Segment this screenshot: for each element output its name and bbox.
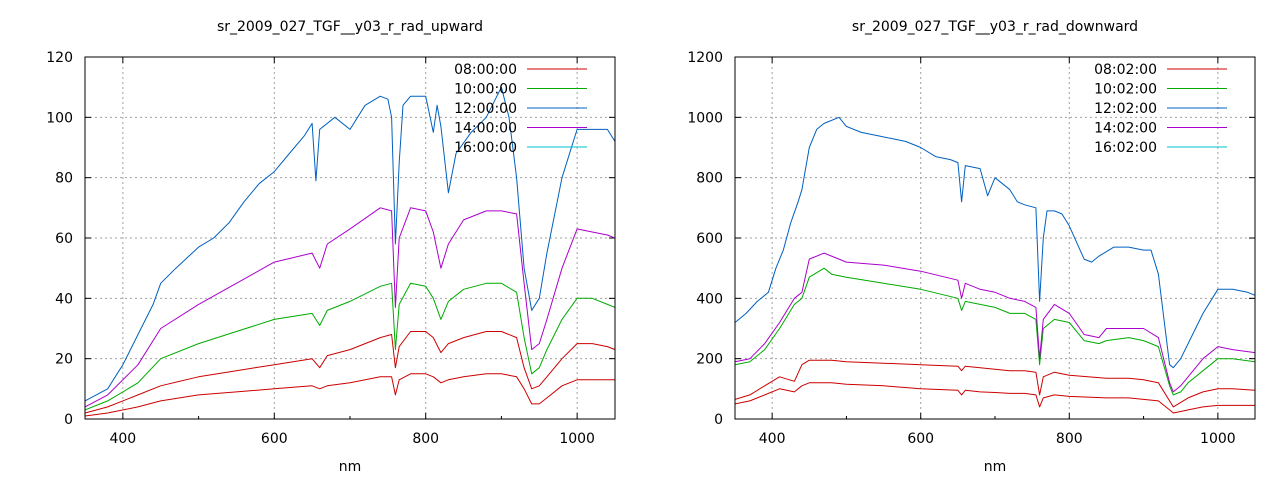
chart-panel-1: sr_2009_027_TGF__y03_r_rad_upward 0 20 40 60… — [46, 19, 616, 475]
chart-1-ytick-label: 0 — [64, 412, 73, 428]
chart-2-xtick-label: 400 — [759, 431, 786, 447]
chart-1-ytick-label: 40 — [55, 291, 73, 307]
chart-2-ytick-label: 400 — [696, 291, 723, 307]
chart-2-plot-frame — [734, 56, 1256, 420]
chart-1-legend-label: 16:00:00 — [454, 140, 517, 156]
chart-2-series-line-3 — [735, 267, 1255, 396]
chart-2-ytick-label: 200 — [696, 352, 723, 368]
chart-2-series-group — [735, 116, 1255, 414]
chart-2-xlabel: nm — [984, 459, 1007, 475]
chart-2-xtick-label: 800 — [1056, 431, 1083, 447]
chart-2-ytick-label: 800 — [696, 171, 723, 187]
chart-1-plot-frame — [84, 56, 616, 420]
chart-1-legend-label: 08:00:00 — [454, 62, 517, 78]
chart-2-legend: 08:02:00 10:02:00 12:02:00 14:02:00 16:02:00 — [1094, 62, 1227, 156]
chart-2-series-line-4 — [735, 252, 1255, 393]
chart-1-legend-label: 10:00:00 — [454, 82, 517, 98]
chart-2-xtick-label: 600 — [907, 431, 934, 447]
chart-2-ytick-label: 1200 — [687, 50, 723, 66]
chart-1-series-line-3 — [85, 282, 615, 411]
chart-1-xtick-label: 600 — [261, 431, 288, 447]
chart-1-legend-label: 12:00:00 — [454, 101, 517, 117]
chart-1-xtick-label: 400 — [109, 431, 136, 447]
chart-1-series-line-2 — [85, 331, 615, 414]
chart-1-legend-label: 14:00:00 — [454, 121, 517, 137]
chart-2-legend-label: 08:02:00 — [1094, 62, 1157, 78]
chart-1-ytick-label: 20 — [55, 352, 73, 368]
chart-2-ytick-label: 1000 — [687, 110, 723, 126]
chart-2-title: sr_2009_027_TGF__y03_r_rad_downward — [852, 19, 1138, 35]
chart-2-series-line-5 — [735, 116, 1255, 369]
chart-1-title: sr_2009_027_TGF__y03_r_rad_upward — [217, 19, 483, 35]
chart-2-legend-label: 10:02:00 — [1094, 82, 1157, 98]
chart-1-ytick-label: 120 — [46, 50, 73, 66]
chart-1-legend: 08:00:00 10:00:00 12:00:00 14:00:00 16:00:00 — [454, 62, 587, 156]
chart-1-xtick-label: 1000 — [559, 431, 595, 447]
chart-panel-2: sr_2009_027_TGF__y03_r_rad_downward 0 200 4… — [687, 19, 1256, 475]
chart-2-legend-label: 14:02:00 — [1094, 121, 1157, 137]
chart-1-ytick-label: 100 — [46, 110, 73, 126]
chart-1-series-line-4 — [85, 207, 615, 408]
chart-1-series-line-5 — [85, 86, 615, 402]
chart-2-legend-label: 12:02:00 — [1094, 101, 1157, 117]
chart-2-ytick-label: 600 — [696, 231, 723, 247]
chart-2-ytick-label: 0 — [714, 412, 723, 428]
chart-1-xlabel: nm — [339, 459, 362, 475]
chart-2-series-line-1 — [735, 382, 1255, 414]
chart-2-xtick-label: 1000 — [1200, 431, 1236, 447]
chart-1-series-line-1 — [85, 373, 615, 417]
chart-2-legend-label: 16:02:00 — [1094, 140, 1157, 156]
chart-2-series-line-2 — [735, 359, 1255, 408]
chart-1-ytick-label: 60 — [55, 231, 73, 247]
chart-1-xtick-label: 800 — [412, 431, 439, 447]
chart-1-ytick-label: 80 — [55, 171, 73, 187]
chart-1-series-group — [85, 86, 615, 417]
